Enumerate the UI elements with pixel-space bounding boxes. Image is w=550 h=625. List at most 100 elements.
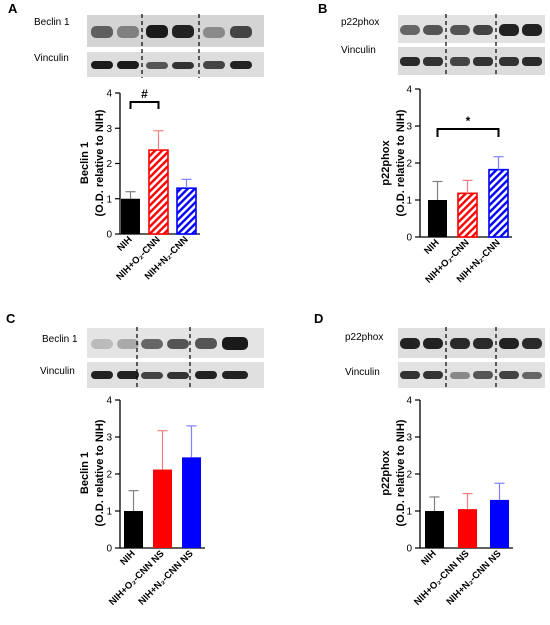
blot-strip-bottom-b xyxy=(398,47,545,75)
y-tick-label: 3 xyxy=(406,122,412,133)
blot-band xyxy=(450,57,470,66)
y-tick-label: 2 xyxy=(106,470,112,481)
y-tick-label: 0 xyxy=(106,544,112,555)
y-tick-label: 0 xyxy=(406,233,412,244)
blot-band xyxy=(522,24,542,36)
blot-band xyxy=(499,24,519,36)
blot-band xyxy=(117,371,139,379)
y-tick-label: 3 xyxy=(406,433,412,444)
blot-band xyxy=(172,25,194,38)
blot-band xyxy=(146,62,168,69)
y-tick-label: 1 xyxy=(106,194,112,205)
blot-band xyxy=(172,62,194,69)
blot-band xyxy=(91,26,113,38)
x-tick-label: NIH xyxy=(422,237,441,256)
significance-bracket xyxy=(436,128,500,137)
blot-band xyxy=(230,61,252,69)
significance-marker: * xyxy=(466,114,471,128)
bar xyxy=(182,457,201,548)
blot-band xyxy=(522,57,542,66)
blot-band xyxy=(473,371,493,379)
panel-a: A Beclin 1 Vinculin Beclin 1 (O.D. relat… xyxy=(8,1,264,283)
blot-band xyxy=(141,339,163,349)
panel-letter-a: A xyxy=(8,1,18,16)
western-blot-b xyxy=(398,14,545,76)
blot-strip-top-b xyxy=(398,15,545,43)
blot-band xyxy=(117,339,139,349)
panel-d: D p22phox Vinculin p22phox (O.D. relativ… xyxy=(314,311,545,608)
blot-label-top-b: p22phox xyxy=(341,17,379,28)
y-tick-label: 4 xyxy=(106,396,112,407)
blot-label-bottom-b: Vinculin xyxy=(341,45,376,56)
blot-band xyxy=(499,371,519,379)
significance-bracket xyxy=(129,101,160,109)
y-axis-title-b-line1: p22phox xyxy=(380,140,392,186)
y-tick-label: 3 xyxy=(106,124,112,135)
western-blot-a xyxy=(87,14,264,78)
y-tick-label: 1 xyxy=(106,507,112,518)
blot-band xyxy=(473,338,493,349)
blot-label-bottom-c: Vinculin xyxy=(40,366,75,377)
blot-band xyxy=(400,371,420,379)
blot-band xyxy=(423,57,443,66)
blot-band xyxy=(400,338,420,349)
y-axis-title-c-line2: (O.D. relative to NIH) xyxy=(94,419,106,526)
blot-band xyxy=(117,26,139,38)
x-tick-label: NIH+N₂-CNN NS xyxy=(445,548,504,607)
blot-label-bottom-a: Vinculin xyxy=(34,53,69,64)
blot-band xyxy=(146,25,168,38)
blot-band xyxy=(522,372,542,379)
bar xyxy=(148,149,169,235)
blot-band xyxy=(522,338,542,349)
blot-band xyxy=(400,57,420,66)
y-tick-label: 4 xyxy=(406,396,412,407)
panel-letter-d: D xyxy=(314,311,323,326)
blot-band xyxy=(195,371,217,379)
blot-band xyxy=(450,372,470,379)
blot-strip-bottom-d xyxy=(398,362,545,388)
blot-band xyxy=(117,61,139,69)
y-tick-label: 4 xyxy=(406,85,412,96)
panel-c: C Beclin 1 Vinculin Beclin 1 (O.D. relat… xyxy=(6,311,264,608)
y-axis-title-b-line2: (O.D. relative to NIH) xyxy=(395,109,407,216)
y-axis-title-c-line1: Beclin 1 xyxy=(79,452,91,494)
blot-band xyxy=(423,25,443,35)
x-tick-label: NIH+N₂-CNN NS xyxy=(137,548,196,607)
blot-label-top-c: Beclin 1 xyxy=(42,334,78,345)
panel-b: B p22phox Vinculin p22phox (O.D. relativ… xyxy=(318,1,545,286)
blot-label-top-d: p22phox xyxy=(345,332,383,343)
bar xyxy=(176,187,197,235)
blot-band xyxy=(400,25,420,35)
blot-band xyxy=(203,61,225,69)
blot-band xyxy=(473,25,493,35)
blot-band xyxy=(499,57,519,66)
blot-band xyxy=(450,25,470,35)
panel-letter-c: C xyxy=(6,311,16,326)
blot-band xyxy=(222,337,248,350)
y-axis-title-d-line1: p22phox xyxy=(380,450,392,496)
blot-band xyxy=(473,57,493,66)
blot-label-bottom-d: Vinculin xyxy=(345,367,380,378)
bar xyxy=(490,499,509,548)
y-tick-label: 0 xyxy=(406,544,412,555)
blot-band xyxy=(167,372,189,379)
bar xyxy=(121,198,140,234)
blot-band xyxy=(222,371,248,379)
x-tick-label: NIH xyxy=(419,548,438,567)
significance-marker: # xyxy=(141,87,148,101)
bar xyxy=(488,168,509,238)
bar xyxy=(457,192,478,238)
y-tick-label: 2 xyxy=(106,159,112,170)
y-tick-label: 2 xyxy=(406,470,412,481)
y-axis-title-a-line1: Beclin 1 xyxy=(79,142,91,184)
blot-band xyxy=(91,339,113,349)
blot-band xyxy=(230,26,252,38)
blot-band xyxy=(91,371,113,379)
x-tick-label: NIH xyxy=(115,234,134,253)
blot-band xyxy=(423,371,443,379)
y-tick-label: 4 xyxy=(106,89,112,100)
